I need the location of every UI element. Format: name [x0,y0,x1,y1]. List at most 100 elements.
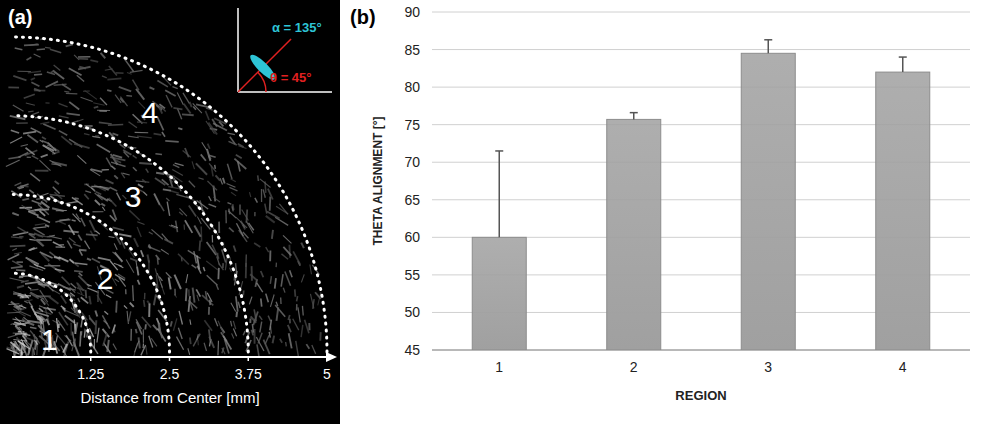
texture [124,152,129,157]
texture [261,271,264,277]
texture [230,179,235,182]
texture [32,347,34,356]
texture [31,82,39,86]
y-tick-label: 65 [404,192,420,208]
texture [196,163,207,174]
texture [294,289,296,296]
texture [24,94,35,98]
texture [157,81,167,87]
texture [17,286,24,288]
texture [46,81,58,87]
texture [74,271,83,272]
y-tick-label: 70 [404,154,420,170]
texture [133,155,137,158]
texture [53,187,60,194]
texture [179,311,182,325]
texture [182,113,194,116]
texture [120,97,127,106]
x-tick-label: 5 [323,366,331,382]
x-tick-label: 2 [630,359,638,375]
texture [149,87,154,89]
texture [156,255,160,260]
texture [285,272,291,286]
texture [11,237,22,238]
texture [229,268,231,272]
texture [190,102,192,107]
grid-line [432,49,970,50]
texture [59,222,66,225]
texture [79,67,86,69]
texture [81,97,93,101]
texture [214,197,220,202]
texture [154,194,160,206]
texture [227,164,232,179]
texture [110,215,116,221]
texture [134,238,138,247]
texture [156,275,158,289]
y-tick-label: 50 [404,304,420,320]
texture [134,341,139,353]
texture [86,234,98,235]
texture [137,136,152,138]
y-tick-label: 80 [404,79,420,95]
texture [228,133,235,135]
texture [143,329,144,342]
texture [69,225,75,235]
texture [66,201,78,203]
texture [184,224,185,229]
x-tick [248,357,250,361]
texture [249,192,250,197]
texture [279,204,288,214]
texture [16,269,25,271]
texture [217,341,219,355]
texture [242,290,244,295]
texture [216,285,218,290]
texture [236,155,242,159]
texture [263,189,265,197]
texture [101,204,105,206]
texture [115,279,119,282]
texture [11,302,22,310]
texture [90,220,96,232]
texture [22,199,29,201]
texture [109,198,117,206]
texture [154,294,156,305]
texture [209,155,216,157]
texture [49,252,60,260]
texture [137,227,141,237]
texture [76,322,78,332]
texture [115,301,117,313]
texture [72,338,75,351]
texture [115,95,121,103]
texture [126,260,134,273]
texture [102,76,107,78]
texture [142,343,144,348]
texture [42,141,49,143]
texture [85,290,88,298]
texture [34,73,42,75]
texture [62,277,70,285]
texture [209,204,217,207]
region-boundary [12,116,248,352]
texture [197,217,201,224]
texture [136,329,137,333]
texture [217,253,219,260]
texture [275,278,276,289]
texture [29,44,37,46]
texture [79,331,82,346]
texture [159,107,162,113]
texture [129,122,137,128]
texture [122,173,129,175]
annotation: θ = 45° [270,70,312,85]
texture [157,273,162,288]
texture [52,208,64,211]
texture [218,321,224,334]
texture [289,333,292,348]
texture [193,288,195,303]
texture [22,205,34,213]
texture [72,220,76,221]
texture [18,294,24,296]
texture [176,194,189,198]
texture [109,66,117,75]
texture [77,293,84,296]
